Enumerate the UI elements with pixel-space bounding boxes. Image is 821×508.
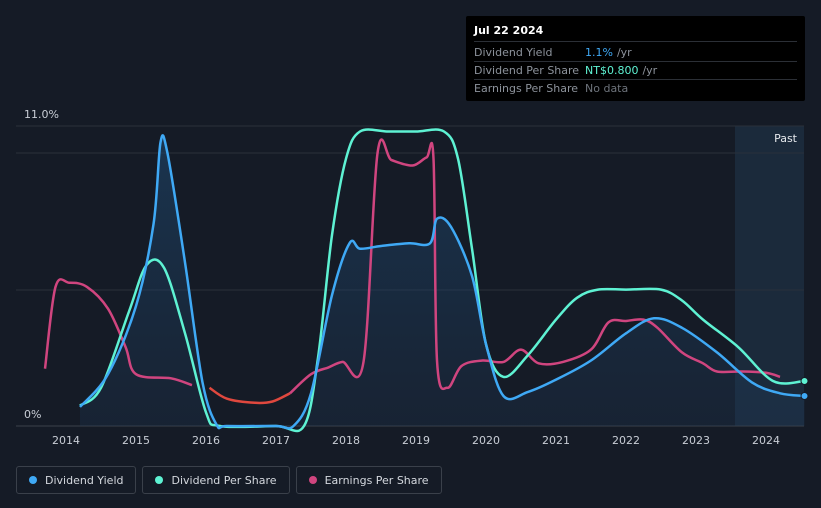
tooltip-row-dividend-per-share: Dividend Per Share NT$0.800 /yr bbox=[474, 62, 797, 80]
legend-label: Dividend Per Share bbox=[171, 473, 277, 487]
tooltip-label: Dividend Per Share bbox=[474, 64, 580, 77]
tooltip-value: 1.1% bbox=[585, 46, 613, 59]
tooltip-unit: /yr bbox=[616, 46, 632, 59]
dividend-per-share-end-marker bbox=[800, 377, 809, 385]
tooltip-label: Dividend Yield bbox=[474, 46, 553, 59]
legend-item-dividend-per-share[interactable]: Dividend Per Share bbox=[142, 466, 290, 494]
earnings-per-share-line bbox=[289, 138, 781, 395]
tooltip-label: Earnings Per Share bbox=[474, 82, 579, 95]
legend: Dividend Yield Dividend Per Share Earnin… bbox=[16, 466, 442, 494]
earnings-per-share-line bbox=[43, 278, 193, 387]
x-tick-label: 2022 bbox=[612, 434, 640, 447]
x-tick-label: 2021 bbox=[542, 434, 570, 447]
x-tick-label: 2024 bbox=[752, 434, 780, 447]
tooltip-row-dividend-yield: Dividend Yield 1.1% /yr bbox=[474, 44, 797, 62]
x-tick-label: 2023 bbox=[682, 434, 710, 447]
past-label: Past bbox=[774, 132, 798, 145]
x-tick-label: 2014 bbox=[52, 434, 80, 447]
tooltip-panel: Jul 22 2024 Dividend Yield 1.1% /yr Divi… bbox=[466, 16, 805, 101]
legend-dot-icon bbox=[308, 476, 317, 484]
x-tick-label: 2016 bbox=[192, 434, 220, 447]
tooltip-unit: /yr bbox=[642, 64, 658, 77]
dividend-yield-line bbox=[79, 134, 805, 430]
tooltip-row-earnings-per-share: Earnings Per Share No data bbox=[474, 80, 797, 97]
past-region bbox=[735, 126, 804, 426]
x-tick-label: 2019 bbox=[402, 434, 430, 447]
legend-label: Earnings Per Share bbox=[324, 473, 429, 487]
dividend-per-share-line bbox=[79, 128, 805, 433]
tooltip-value: NT$0.800 bbox=[585, 64, 639, 77]
legend-item-dividend-yield[interactable]: Dividend Yield bbox=[16, 466, 137, 494]
legend-dot-icon bbox=[155, 476, 164, 484]
x-tick-label: 2018 bbox=[332, 434, 360, 447]
tooltip-value: No data bbox=[585, 82, 629, 95]
tooltip-date: Jul 22 2024 bbox=[474, 23, 797, 42]
x-tick-label: 2017 bbox=[262, 434, 290, 447]
earnings-per-share-line-loss-segment bbox=[208, 386, 291, 405]
legend-item-earnings-per-share[interactable]: Earnings Per Share bbox=[295, 466, 442, 494]
dividend-yield-end-marker bbox=[800, 392, 809, 400]
legend-label: Dividend Yield bbox=[45, 473, 124, 487]
x-tick-label: 2015 bbox=[122, 434, 150, 447]
dividend-yield-area bbox=[80, 135, 805, 429]
x-tick-label: 2020 bbox=[472, 434, 500, 447]
y-axis-top-label: 11.0% bbox=[24, 108, 59, 121]
legend-dot-icon bbox=[29, 476, 37, 484]
y-axis-bottom-label: 0% bbox=[24, 408, 41, 421]
